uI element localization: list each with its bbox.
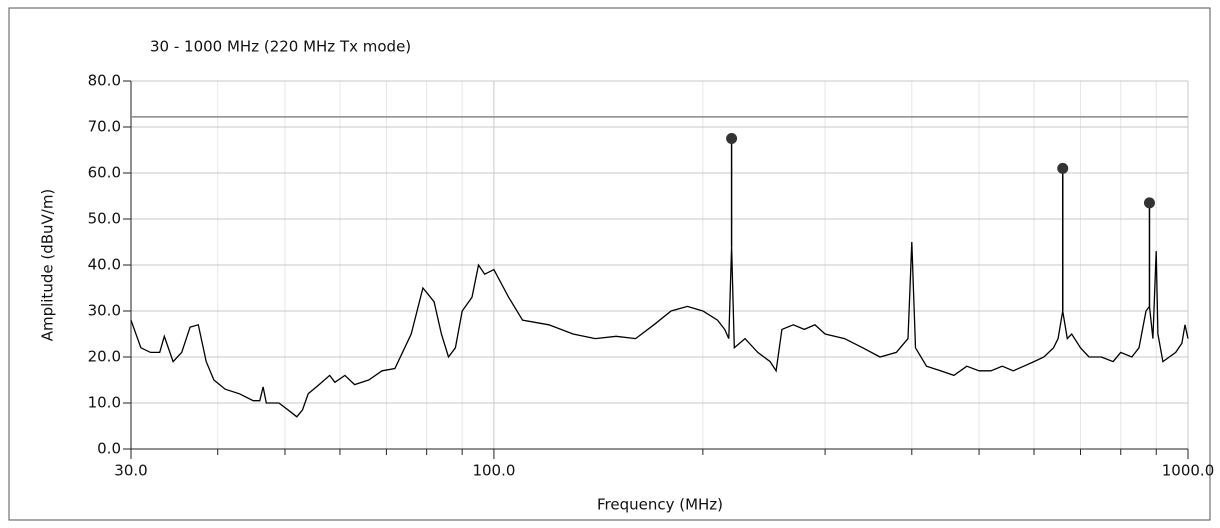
x-axis-label: Frequency (MHz): [597, 496, 723, 514]
x-tick-label: 30.0: [114, 462, 147, 480]
x-tick-label: 1000.0: [1162, 462, 1215, 480]
y-tick-label: 20.0: [88, 348, 121, 366]
peak-marker: [726, 133, 738, 144]
y-tick-label: 10.0: [88, 394, 121, 412]
y-tick-label: 80.0: [88, 72, 121, 90]
frame: [8, 7, 1211, 521]
y-tick-label: 60.0: [88, 164, 121, 182]
y-tick-label: 40.0: [88, 256, 121, 274]
y-axis-label: Amplitude (dBuV/m): [39, 189, 57, 342]
chart-title: 30 - 1000 MHz (220 MHz Tx mode): [150, 38, 411, 56]
peak-marker: [1057, 162, 1069, 174]
y-tick-label: 30.0: [88, 302, 121, 320]
x-tick-label: 100.0: [472, 462, 515, 480]
y-tick-label: 70.0: [88, 118, 121, 136]
y-tick-label: 50.0: [88, 210, 121, 228]
peak-marker: [1143, 197, 1155, 209]
trace: [130, 241, 1189, 418]
plot: 0.0 10.0 20.0 30.0 40.0 50.0 60.0 70.0 80.0 30.0 1…: [88, 72, 1215, 480]
y-tick-label: 0.0: [97, 440, 121, 458]
